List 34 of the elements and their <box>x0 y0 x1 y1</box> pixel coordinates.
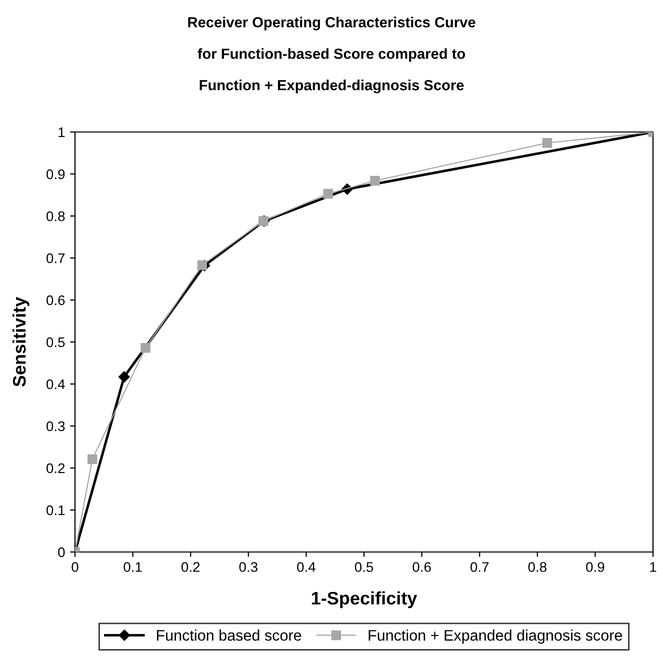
x-tick-label: 0.2 <box>181 562 200 572</box>
point <box>323 188 334 199</box>
point <box>370 176 380 186</box>
y-tick-label: 0.7 <box>46 253 65 264</box>
y-tick-label: 0.3 <box>46 421 65 432</box>
y-tick-label: 0.6 <box>46 295 65 306</box>
legend-label: Function based score <box>156 630 302 641</box>
y-tick-label: 0.8 <box>46 211 65 222</box>
chart-title: Receiver Operating Characteristics Curve for Function-based Score compared to Function + Expanded-diagnosis Score <box>188 16 476 94</box>
y-axis-title: Sensitivity <box>12 296 30 387</box>
x-tick-label: 0.5 <box>354 562 374 572</box>
x-axis-title: 1-Specificity <box>312 591 418 608</box>
y-tick-label: 1 <box>58 127 65 138</box>
point <box>542 138 552 148</box>
x-tick-label: 0.3 <box>239 562 258 572</box>
point <box>87 454 98 464</box>
legend-label: Function + Expanded diagnosis score <box>368 630 622 644</box>
x-tick-label: 0.9 <box>586 562 604 572</box>
y-tick-label: 0.4 <box>46 379 65 390</box>
point <box>197 260 208 270</box>
x-tick-label: 0 <box>72 562 78 572</box>
x-tick-label: 0.6 <box>412 562 431 572</box>
x-tick-label: 0.7 <box>470 562 489 572</box>
y-tick-label: 0.5 <box>46 337 65 348</box>
y-tick-label: 0.1 <box>46 505 65 516</box>
x-tick-label: 0.8 <box>528 562 546 572</box>
y-tick-label: 0.9 <box>46 169 65 180</box>
point <box>140 343 150 353</box>
x-tick-label: 1 <box>650 562 656 572</box>
x-tick-label: 0.1 <box>124 562 142 572</box>
x-tick-label: 0.4 <box>297 562 316 572</box>
y-tick-label: 0.2 <box>46 463 65 474</box>
y-tick-label: 0 <box>58 547 65 558</box>
point <box>118 371 130 382</box>
